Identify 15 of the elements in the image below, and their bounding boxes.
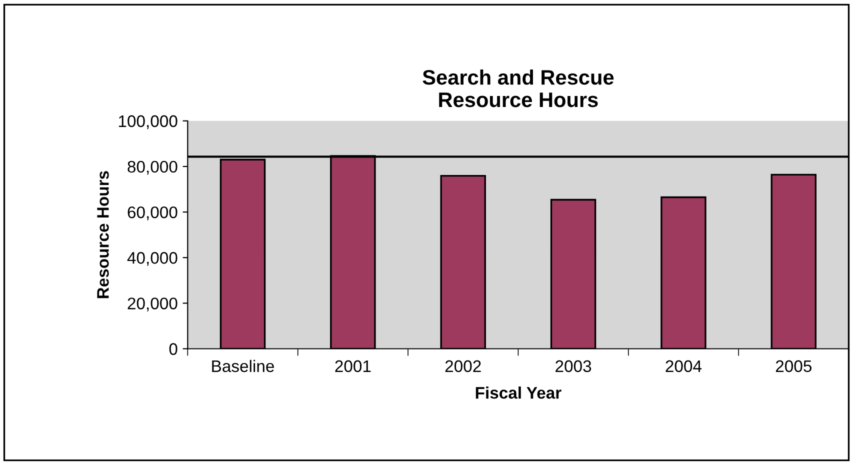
- y-tick-label: 40,000: [127, 252, 178, 266]
- x-axis-title: Fiscal Year: [476, 386, 562, 399]
- y-tick-label: 20,000: [128, 298, 178, 312]
- x-tick-label: 2004: [666, 360, 702, 372]
- y-tick-label: 0: [169, 343, 178, 355]
- y-tick-label: 100,000: [118, 115, 178, 130]
- x-tick-label: 2003: [556, 360, 592, 372]
- chart-title: Search and Rescue Resource Hours: [422, 69, 614, 108]
- x-tick-label: 2001: [335, 360, 371, 372]
- x-tick-label: Baseline: [212, 360, 274, 372]
- y-axis-title: Resource Hours: [97, 171, 109, 298]
- x-tick-label: 2005: [776, 360, 812, 372]
- y-tick-label: 80,000: [128, 160, 178, 175]
- y-tick-label: 60,000: [128, 206, 178, 220]
- x-tick-label: 2002: [445, 360, 481, 372]
